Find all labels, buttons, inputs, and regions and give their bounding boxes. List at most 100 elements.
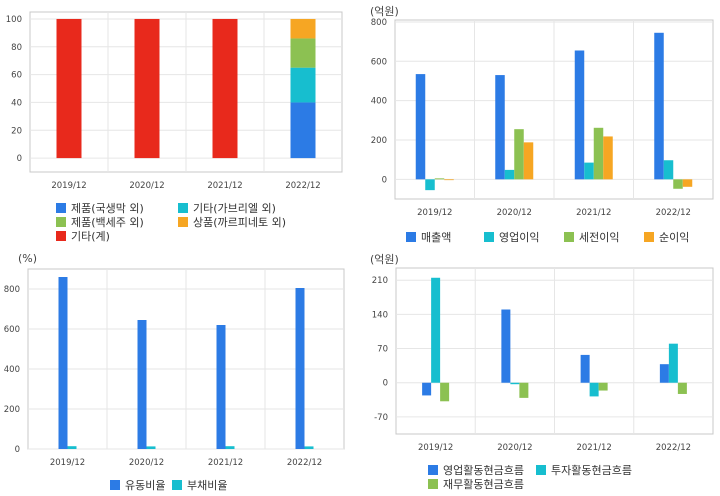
legend-item: 영업이익 bbox=[484, 229, 539, 245]
x-tick-label: 2021/12 bbox=[576, 443, 611, 453]
legend-label: 순이익 bbox=[659, 231, 690, 244]
legend-label: 매출액 bbox=[421, 231, 452, 244]
y-tick-label: 40 bbox=[11, 98, 22, 108]
legend-label: 상품(까르피네토 외) bbox=[193, 216, 287, 229]
bar bbox=[663, 160, 674, 180]
legend-item: 기타(가브리엘 외) bbox=[178, 200, 276, 216]
x-tick-label: 2021/12 bbox=[208, 458, 243, 468]
cashflow-unit-label: (억원) bbox=[370, 253, 399, 266]
legend-swatch bbox=[484, 232, 494, 242]
bar bbox=[510, 382, 520, 385]
legend-swatch bbox=[56, 231, 66, 241]
y-tick-label: 80 bbox=[11, 43, 22, 53]
ratio-legend: 유동비율 부채비율 bbox=[110, 477, 350, 493]
composition-chart: 0 20 40 60 80 100 2019/12 2020/12 2021/12 2022/12 bbox=[6, 11, 343, 191]
ratio-unit-label: (%) bbox=[18, 252, 38, 265]
bar bbox=[137, 320, 147, 449]
legend-swatch bbox=[536, 465, 546, 475]
legend-swatch bbox=[428, 479, 438, 489]
bar bbox=[225, 446, 235, 449]
bar bbox=[67, 446, 77, 449]
x-tick-label: 2021/12 bbox=[576, 208, 611, 218]
bar bbox=[304, 446, 314, 449]
bar bbox=[593, 127, 604, 180]
y-tick-label: 0 bbox=[17, 154, 22, 164]
bar bbox=[56, 18, 82, 159]
bar bbox=[574, 50, 585, 180]
x-tick-label: 2022/12 bbox=[287, 458, 322, 468]
y-tick-label: 400 bbox=[4, 365, 20, 375]
legend-item: 유동비율 bbox=[110, 477, 165, 493]
legend-item: 매출액 bbox=[406, 229, 451, 245]
legend-item: 순이익 bbox=[644, 229, 689, 245]
legend-swatch bbox=[178, 203, 188, 213]
legend-item: 상품(까르피네토 외) bbox=[178, 214, 286, 230]
legend-swatch bbox=[644, 232, 654, 242]
y-tick-label: 0 bbox=[382, 175, 387, 185]
legend-item: 영업활동현금흐름 bbox=[428, 462, 524, 478]
y-tick-label: 210 bbox=[372, 276, 388, 286]
x-tick-label: 2019/12 bbox=[418, 443, 453, 453]
legend-item: 제품(국생막 외) bbox=[56, 200, 144, 216]
legend-label: 투자활동현금흐름 bbox=[551, 464, 632, 477]
bar bbox=[659, 364, 669, 383]
legend-label: 유동비율 bbox=[125, 479, 166, 492]
y-tick-label: 800 bbox=[371, 18, 387, 28]
x-tick-label: 2019/12 bbox=[51, 181, 86, 191]
bar bbox=[216, 325, 226, 449]
legend-label: 재무활동현금흐름 bbox=[443, 478, 524, 491]
income-chart: 0 200 400 600 800 2019/12 2020/12 2021/12 2022/1… bbox=[371, 18, 714, 218]
legend-swatch bbox=[428, 465, 438, 475]
bar bbox=[580, 354, 590, 383]
bar bbox=[504, 169, 515, 180]
x-tick-label: 2022/12 bbox=[285, 181, 320, 191]
bar bbox=[415, 74, 426, 180]
x-tick-label: 2019/12 bbox=[50, 458, 85, 468]
legend-item: 부채비율 bbox=[172, 477, 227, 493]
bar bbox=[422, 382, 432, 396]
bar bbox=[58, 277, 68, 449]
bar bbox=[440, 382, 450, 402]
legend-item: 세전이익 bbox=[564, 229, 619, 245]
bar bbox=[514, 129, 524, 180]
y-tick-label: 600 bbox=[4, 325, 20, 335]
bar bbox=[495, 75, 505, 180]
legend-item: 기타(계) bbox=[56, 228, 110, 244]
y-tick-label: 60 bbox=[11, 71, 22, 81]
ratio-chart: 0 200 400 600 800 2019/12 2020/12 2021/12 2022/1… bbox=[4, 268, 345, 468]
bar bbox=[290, 102, 316, 159]
bar bbox=[519, 382, 529, 398]
income-unit-label: (억원) bbox=[370, 5, 399, 18]
bar bbox=[290, 67, 316, 103]
legend-item: 재무활동현금흐름 bbox=[428, 476, 524, 492]
income-legend: 매출액 영업이익 세전이익 순이익 bbox=[406, 229, 716, 245]
bar bbox=[295, 288, 305, 449]
y-tick-label: 800 bbox=[4, 285, 20, 295]
legend-swatch bbox=[172, 480, 182, 490]
y-tick-label: 200 bbox=[4, 405, 20, 415]
legend-swatch bbox=[56, 203, 66, 213]
bar bbox=[431, 277, 441, 383]
bar bbox=[434, 178, 445, 180]
legend-label: 기타(계) bbox=[71, 230, 110, 243]
legend-label: 제품(국생막 외) bbox=[71, 202, 144, 215]
x-tick-label: 2022/12 bbox=[656, 443, 691, 453]
legend-label: 영업활동현금흐름 bbox=[443, 464, 524, 477]
bar bbox=[584, 162, 594, 180]
bar bbox=[444, 179, 454, 181]
bar bbox=[654, 32, 664, 180]
x-tick-label: 2021/12 bbox=[207, 181, 242, 191]
legend-label: 세전이익 bbox=[579, 231, 620, 244]
income-chart-panel: (억원) 0 200 400 600 800 2019/12 2020/12 2021/12 2… bbox=[360, 0, 720, 248]
legend-label: 영업이익 bbox=[499, 231, 540, 244]
y-tick-label: 200 bbox=[371, 136, 387, 146]
legend-swatch bbox=[56, 217, 66, 227]
y-tick-label: 600 bbox=[371, 57, 387, 67]
bar bbox=[677, 382, 687, 394]
y-tick-label: -70 bbox=[374, 413, 388, 423]
ratio-chart-panel: (%) 0 200 400 600 800 2019/12 2020/12 2021/12 20… bbox=[0, 248, 360, 496]
x-tick-label: 2020/12 bbox=[129, 458, 164, 468]
bar bbox=[682, 179, 693, 187]
y-tick-label: 0 bbox=[15, 445, 20, 455]
